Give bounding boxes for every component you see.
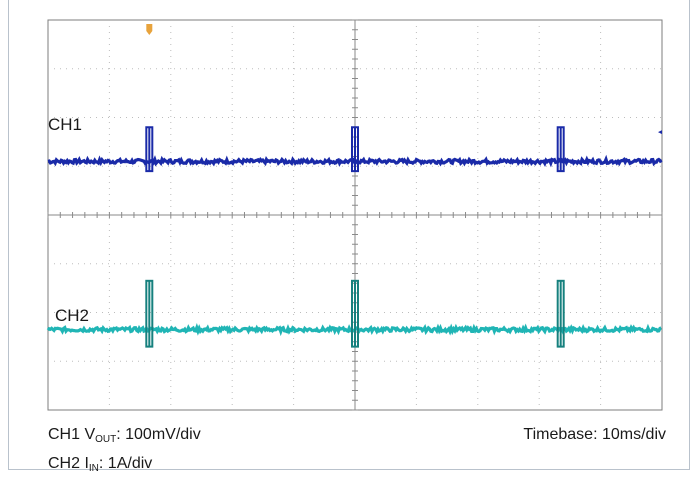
trigger-position-marker <box>146 24 153 35</box>
graticule <box>47 19 663 411</box>
timebase-caption: Timebase: 10ms/div <box>523 426 666 443</box>
ch1-caption-sub: OUT <box>95 434 117 445</box>
trace-ch1 <box>47 126 663 173</box>
ch1-label: CH1 <box>48 115 83 134</box>
ch1-caption-prefix: CH1 V <box>48 426 96 443</box>
trigger-level-marker <box>658 130 662 135</box>
ch2-label: CH2 <box>55 306 90 325</box>
traces <box>46 126 663 348</box>
ch2-caption-suffix: : 1A/div <box>98 455 153 472</box>
ch1-scale-caption: CH1 VOUT: 100mV/div <box>48 426 201 445</box>
scope-frame <box>8 0 690 470</box>
markers <box>146 24 662 135</box>
ch2-scale-caption: CH2 IIN: 1A/div <box>48 455 152 474</box>
ch2-caption-prefix: CH2 I <box>48 455 89 472</box>
trace-ch2 <box>46 279 662 348</box>
ch1-caption-suffix: : 100mV/div <box>116 426 201 443</box>
ch2-caption-sub: IN <box>88 463 99 474</box>
